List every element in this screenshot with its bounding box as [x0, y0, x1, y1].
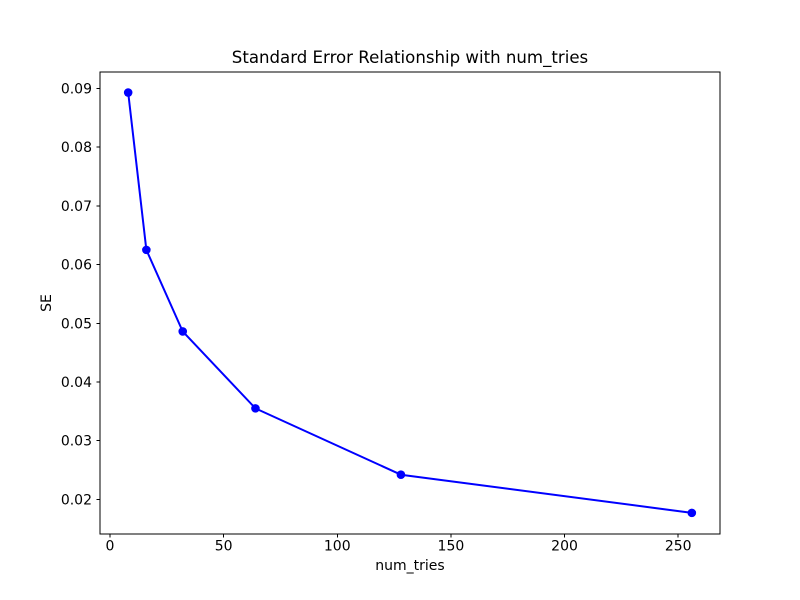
data-point [123, 88, 133, 97]
x-tick-label: 0 [106, 539, 115, 555]
x-tick-label: 100 [324, 539, 351, 555]
data-point [251, 404, 260, 413]
y-tick-label: 0.08 [61, 140, 92, 156]
y-axis-label: SE [39, 294, 55, 312]
chart-title: Standard Error Relationship with num_tri… [232, 48, 588, 68]
x-axis-ticks: 0 50 100 150 200 250 [106, 534, 692, 555]
x-tick-label: 150 [438, 539, 465, 555]
data-point [178, 327, 188, 336]
data-point [687, 508, 697, 518]
y-axis-ticks: 0.02 0.03 0.04 0.05 0.06 0.07 0.08 0.09 [61, 81, 100, 508]
data-point [396, 470, 406, 480]
x-tick-label: 200 [551, 539, 578, 555]
y-tick-label: 0.04 [61, 375, 92, 391]
plot-area [99, 71, 721, 535]
data-point [142, 245, 151, 255]
data-line [127, 91, 693, 514]
y-tick-label: 0.09 [61, 81, 92, 97]
y-tick-label: 0.03 [61, 434, 92, 450]
x-tick-label: 250 [665, 539, 692, 555]
y-tick-label: 0.02 [61, 492, 92, 508]
y-tick-label: 0.06 [61, 258, 92, 274]
data-series [123, 88, 697, 518]
y-tick-label: 0.07 [61, 199, 92, 215]
x-axis-label: num_tries [375, 558, 444, 574]
y-tick-label: 0.05 [61, 316, 92, 332]
x-tick-label: 50 [215, 539, 233, 555]
